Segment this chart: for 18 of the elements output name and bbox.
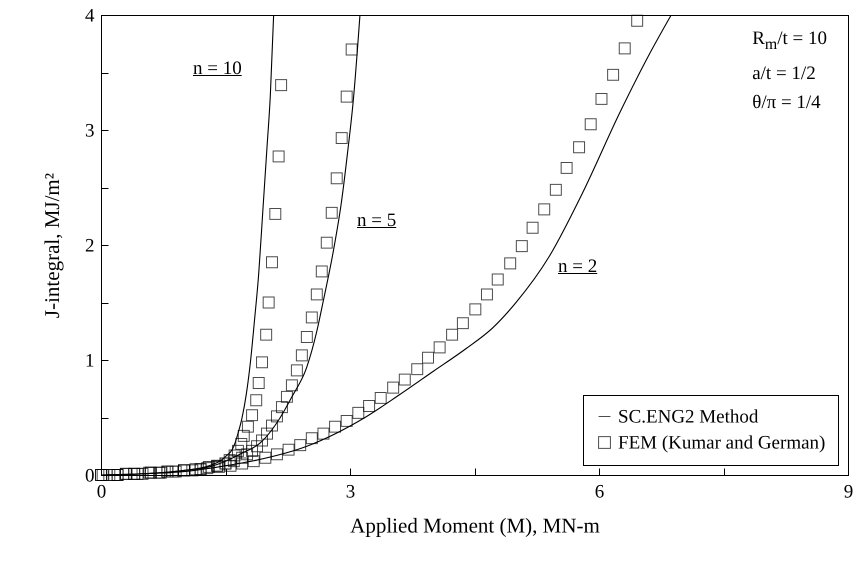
- legend-label: SC.ENG2 Method: [618, 406, 759, 428]
- annotation: R$_{m}$/t = 10: [752, 27, 827, 55]
- x-tick-label: 3: [346, 482, 356, 502]
- y-tick-label: 0: [85, 466, 94, 486]
- y-axis-title: J-integral, MJ/m²: [40, 172, 64, 318]
- annotation: n = 2: [558, 256, 598, 278]
- annotation: a/t = 1/2: [752, 62, 817, 86]
- legend-label: FEM (Kumar and German): [618, 432, 826, 454]
- y-tick-label: 2: [85, 236, 94, 256]
- annotation: n = 5: [357, 210, 396, 232]
- annotation: θ/π = 1/4: [752, 90, 822, 115]
- y-tick-label: 3: [85, 120, 94, 142]
- x-axis-title: Applied Moment (M), MN-m: [350, 514, 600, 538]
- x-tick-label: 6: [594, 482, 604, 502]
- annotation: n = 10: [193, 58, 242, 80]
- x-tick-label: 9: [844, 482, 854, 502]
- y-tick-label: 1: [85, 350, 94, 372]
- y-tick-label: 4: [85, 6, 95, 26]
